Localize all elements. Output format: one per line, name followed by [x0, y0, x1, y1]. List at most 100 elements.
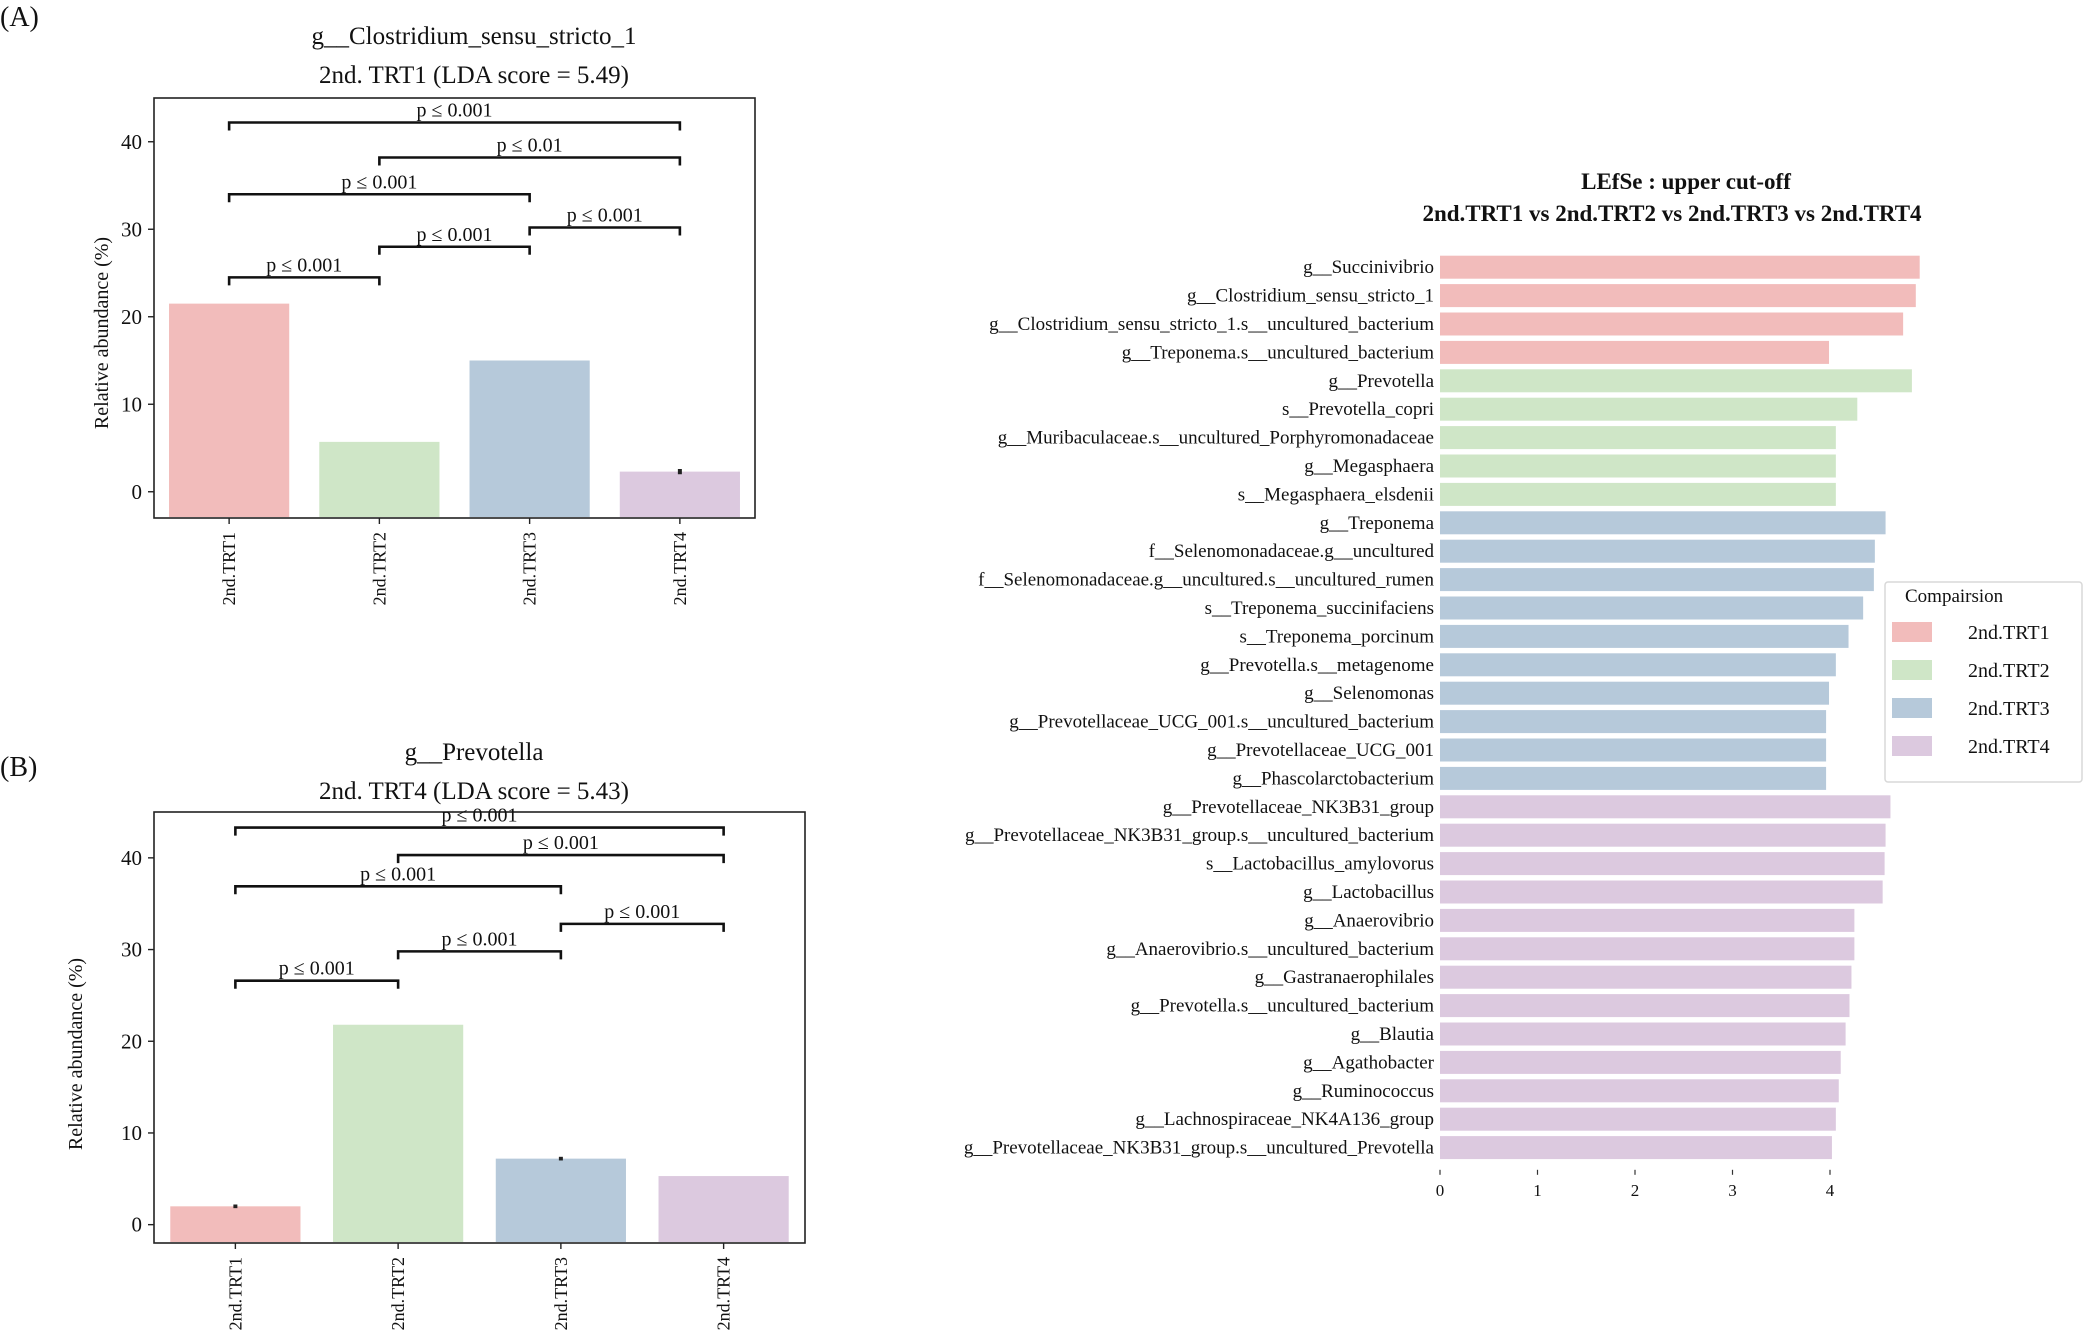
lefse-bar [1440, 1022, 1846, 1046]
lefse-feature-label: g__Phascolarctobacterium [1232, 768, 1434, 789]
panel-b: (B) g__Prevotella 2nd. TRT4 (LDA score =… [0, 739, 806, 1330]
significance-bracket [396, 853, 725, 864]
panel-lefse: LEfSe : upper cut-off 2nd.TRT1 vs 2nd.TR… [964, 169, 2083, 1200]
x-tick-label: 1 [1533, 1181, 1542, 1200]
panel-a-label: (A) [0, 2, 39, 33]
bar-2nd-trt3 [469, 360, 590, 517]
lefse-feature-label: g__Clostridium_sensu_stricto_1 [1187, 286, 1434, 307]
x-tick-label: 2nd.TRT3 [520, 532, 540, 605]
lefse-feature-label: g__Anaerovibrio [1304, 910, 1434, 931]
bar-2nd-trt4 [619, 471, 740, 517]
lefse-bar [1440, 795, 1891, 819]
bar-2nd-trt2 [319, 441, 440, 517]
x-tick-label: 2nd.TRT2 [388, 1257, 408, 1330]
x-tick-label: 0 [1436, 1181, 1445, 1200]
lefse-plot: g__Succinivibrio g__Clostridium_sensu_str… [964, 255, 1920, 1200]
significance-label: p ≤ 0.001 [266, 254, 342, 276]
lefse-bar [1440, 511, 1886, 535]
legend-box [1884, 581, 2083, 783]
y-tick-label: 20 [121, 1029, 142, 1053]
significance-label: p ≤ 0.001 [567, 205, 643, 227]
significance-label: p ≤ 0.001 [279, 958, 355, 980]
lefse-feature-label: g__Prevotellaceae_NK3B31_group.s__uncult… [965, 825, 1434, 846]
x-tick-label: 2nd.TRT4 [670, 532, 690, 605]
lefse-bar [1440, 482, 1836, 506]
lefse-feature-label: g__Prevotellaceae_UCG_001 [1207, 740, 1434, 761]
x-tick-label: 2nd.TRT2 [369, 532, 389, 605]
significance-label: p ≤ 0.001 [360, 863, 436, 885]
lefse-bar [1440, 397, 1858, 421]
lefse-feature-label: g__Lactobacillus [1303, 882, 1434, 903]
lefse-feature-label: g__Muribaculaceae.s__uncultured_Porphyro… [998, 428, 1434, 449]
y-tick-label: 30 [121, 938, 142, 962]
significance-bracket [396, 950, 563, 960]
lefse-feature-label: g__Lachnospiraceae_NK4A136_group [1135, 1109, 1434, 1130]
y-tick-label: 10 [121, 392, 142, 416]
significance-label: p ≤ 0.001 [523, 832, 599, 854]
lefse-feature-label: g__Prevotella.s__uncultured_bacterium [1131, 996, 1435, 1017]
lefse-bar [1440, 880, 1883, 904]
lefse-bar [1440, 1050, 1841, 1074]
lefse-bar [1440, 312, 1904, 336]
x-tick-label: 2nd.TRT3 [551, 1257, 571, 1330]
bar-2nd-trt2 [333, 1024, 464, 1242]
significance-label: p ≤ 0.001 [442, 805, 518, 827]
bar-2nd-trt3 [495, 1158, 626, 1242]
lefse-bar [1440, 823, 1886, 847]
lefse-bar [1440, 284, 1916, 308]
significance-label: p ≤ 0.01 [497, 135, 563, 157]
legend-entry: 2nd.TRT2 [1968, 660, 2050, 682]
lefse-feature-label: g__Blautia [1351, 1024, 1435, 1045]
legend-swatch [1892, 698, 1932, 718]
lefse-feature-label: s__Lactobacillus_amylovorus [1206, 854, 1434, 875]
legend-swatch [1892, 622, 1932, 642]
significance-bracket [227, 276, 381, 286]
lefse-bar [1440, 994, 1850, 1018]
lefse-bar [1440, 369, 1912, 393]
x-tick-label: 2nd.TRT1 [219, 532, 239, 605]
lefse-bar [1440, 965, 1852, 989]
lefse-bar [1440, 1079, 1839, 1103]
lefse-feature-label: s__Treponema_porcinum [1239, 626, 1434, 647]
lefse-feature-label: s__Treponema_succinifaciens [1205, 598, 1434, 619]
panel-b-plot: 0 10 20 30 40 2nd.TRT1 2nd.TRT2 2nd.TRT3 2nd.TRT… [121, 805, 806, 1330]
lefse-title: LEfSe : upper cut-off [1581, 169, 1791, 194]
lefse-bar [1440, 340, 1830, 364]
y-tick-label: 30 [121, 217, 142, 241]
y-tick-label: 40 [121, 130, 142, 154]
x-tick-label: 3 [1728, 1181, 1737, 1200]
legend-entry: 2nd.TRT1 [1968, 622, 2050, 644]
y-tick-label: 40 [121, 846, 142, 870]
significance-bracket [234, 884, 563, 895]
lefse-feature-label: g__Prevotella [1328, 371, 1434, 392]
lefse-bar [1440, 426, 1836, 450]
lefse-feature-label: g__Succinivibrio [1303, 257, 1434, 278]
significance-bracket [234, 979, 400, 989]
lefse-bar [1440, 937, 1855, 961]
lefse-bar [1440, 653, 1836, 677]
significance-bracket [528, 226, 682, 236]
legend-entry: 2nd.TRT3 [1968, 698, 2050, 720]
significance-bracket [227, 121, 682, 131]
lefse-feature-label: f__Selenomonadaceae.g__uncultured [1149, 541, 1435, 562]
panel-a-y-axis-label: Relative abundance (%) [91, 237, 113, 429]
lefse-bar [1440, 908, 1855, 932]
lefse-feature-label: s__Prevotella_copri [1282, 399, 1434, 420]
y-tick-label: 10 [121, 1121, 142, 1145]
lefse-bar [1440, 738, 1827, 762]
lefse-feature-label: f__Selenomonadaceae.g__uncultured.s__unc… [978, 570, 1434, 591]
bar-2nd-trt1 [169, 303, 290, 517]
significance-bracket [234, 826, 725, 836]
lefse-bar [1440, 624, 1849, 648]
significance-label: p ≤ 0.001 [417, 224, 493, 246]
lefse-feature-label: g__Prevotellaceae_NK3B31_group.s__uncult… [964, 1138, 1435, 1159]
legend-swatch [1892, 660, 1932, 680]
lefse-feature-label: g__Gastranaerophilales [1255, 967, 1434, 988]
significance-label: p ≤ 0.001 [341, 171, 417, 193]
lefse-feature-label: g__Prevotellaceae_NK3B31_group [1163, 797, 1434, 818]
significance-bracket [378, 156, 682, 166]
x-tick-label: 4 [1826, 1181, 1835, 1200]
lefse-feature-label: g__Clostridium_sensu_stricto_1.s__uncult… [989, 314, 1434, 335]
lefse-feature-label: g__Agathobacter [1303, 1052, 1435, 1073]
